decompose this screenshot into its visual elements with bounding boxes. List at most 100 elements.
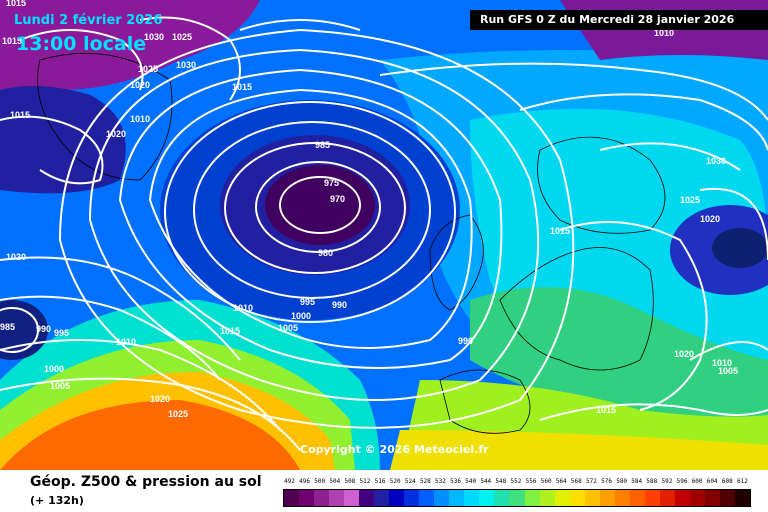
color-scale-label: 608 <box>721 478 733 485</box>
pressure-label: 1015 <box>232 82 252 92</box>
legend-panel: Géop. Z500 & pression au sol (+ 132h) 49… <box>0 470 768 512</box>
color-scale-label: 504 <box>329 478 341 485</box>
pressure-label: 1015 <box>6 0 26 8</box>
forecast-offset: (+ 132h) <box>30 494 84 507</box>
color-scale-swatch <box>509 490 525 506</box>
pressure-label: 1025 <box>138 64 158 74</box>
pressure-label: 1020 <box>674 349 694 359</box>
color-scale-swatch <box>494 490 510 506</box>
pressure-label: 1015 <box>2 36 22 46</box>
color-scale-swatch <box>599 490 615 506</box>
map-canvas: 1015 1030 1025 1025 1030 1020 1010 1015 … <box>0 0 768 470</box>
color-scale-swatch <box>299 490 315 506</box>
pressure-label: 1020 <box>150 394 170 404</box>
color-scale-label: 568 <box>570 478 582 485</box>
pressure-label: 1005 <box>278 323 298 333</box>
color-scale-swatch <box>329 490 345 506</box>
color-scale-label: 576 <box>601 478 612 485</box>
color-scale-label: 516 <box>374 478 386 485</box>
pressure-label: 1010 <box>233 303 253 313</box>
color-scale-label: 524 <box>404 478 416 485</box>
pressure-label: 1025 <box>680 195 700 205</box>
color-scale-label: 580 <box>616 478 628 485</box>
pressure-label: 1030 <box>706 156 726 166</box>
color-scale-swatch <box>404 490 420 506</box>
pressure-label: 985 <box>0 322 15 332</box>
color-scale-swatch <box>524 490 540 506</box>
pressure-label: 1010 <box>130 114 150 124</box>
color-scale-swatch <box>719 490 735 506</box>
model-run-text: Run GFS 0 Z du Mercredi 28 janvier 2026 <box>480 13 735 26</box>
color-scale-label: 512 <box>359 478 371 485</box>
color-scale-swatch <box>314 490 330 506</box>
field-deep-blue-west <box>0 86 126 194</box>
color-scale-label: 564 <box>555 478 567 485</box>
color-scale-swatch <box>479 490 495 506</box>
pressure-label: 1020 <box>6 252 26 262</box>
color-scale-swatch <box>614 490 630 506</box>
color-scale-label: 532 <box>435 478 446 485</box>
pressure-label: 1005 <box>50 381 70 391</box>
pressure-label: 1015 <box>10 110 30 120</box>
coastline-iberia <box>439 369 531 434</box>
isobars <box>0 16 768 451</box>
color-scale-swatch <box>344 490 360 506</box>
pressure-label: 1025 <box>172 32 192 42</box>
pressure-label: 1005 <box>718 366 738 376</box>
pressure-label: 1025 <box>168 409 188 419</box>
pressure-label: 995 <box>300 297 315 307</box>
color-scale-label: 508 <box>344 478 356 485</box>
color-scale-swatch <box>374 490 390 506</box>
color-scale-swatch <box>359 490 375 506</box>
pressure-label: 970 <box>330 194 345 204</box>
color-scale-labels: 492 496 500 504 508 512 516 520 524 528 532 536 540 5… <box>283 478 751 488</box>
color-scale-label: 496 <box>299 478 311 485</box>
pressure-label: 1030 <box>144 32 164 42</box>
color-scale-swatch <box>569 490 585 506</box>
pressure-label: 1020 <box>106 129 126 139</box>
color-scale-label: 592 <box>661 478 673 485</box>
color-scale-label: 588 <box>646 478 658 485</box>
color-scale-label: 536 <box>450 478 461 485</box>
color-scale-label: 520 <box>389 478 401 485</box>
pressure-label: 985 <box>315 140 330 150</box>
color-scale-swatch <box>389 490 405 506</box>
color-scale-label: 572 <box>586 478 597 485</box>
color-scale-swatch <box>734 490 750 506</box>
color-scale-label: 528 <box>419 478 431 485</box>
forecast-date: Lundi 2 février 2026 <box>14 13 163 28</box>
pressure-label: 1010 <box>712 358 732 368</box>
pressure-label: 1020 <box>130 80 150 90</box>
color-scale-label: 548 <box>495 478 507 485</box>
pressure-label: 990 <box>458 336 473 346</box>
pressure-label: 1000 <box>291 311 311 321</box>
color-scale-swatch <box>689 490 705 506</box>
isobar-labels: 1015 1030 1025 1025 1030 1020 1010 1015 … <box>0 0 738 419</box>
color-scale-label: 556 <box>525 478 537 485</box>
color-scale-label: 584 <box>631 478 643 485</box>
color-scale-label: 612 <box>736 478 748 485</box>
color-scale-swatch <box>674 490 690 506</box>
color-scale-swatch <box>419 490 435 506</box>
chart-title: Géop. Z500 & pression au sol <box>30 474 262 490</box>
pressure-label: 1000 <box>44 364 64 374</box>
model-run-banner: Run GFS 0 Z du Mercredi 28 janvier 2026 <box>470 10 768 30</box>
field-yellow <box>390 430 768 470</box>
pressure-label: 1015 <box>220 326 240 336</box>
pressure-label: 1010 <box>116 337 136 347</box>
color-scale-bar <box>283 489 751 507</box>
color-scale-swatch <box>434 490 450 506</box>
color-scale-swatch <box>539 490 555 506</box>
low-west <box>0 300 48 360</box>
color-scale-swatch <box>659 490 675 506</box>
color-scale-label: 492 <box>284 478 295 485</box>
coastline-europe <box>499 247 654 371</box>
color-scale-swatch <box>644 490 660 506</box>
color-scale-swatch <box>284 490 300 506</box>
pressure-label: 990 <box>36 324 51 334</box>
color-scale-label: 544 <box>480 478 492 485</box>
forecast-local-time: 13:00 locale <box>16 33 147 55</box>
color-scale-label: 604 <box>706 478 718 485</box>
pressure-label: 1020 <box>700 214 720 224</box>
